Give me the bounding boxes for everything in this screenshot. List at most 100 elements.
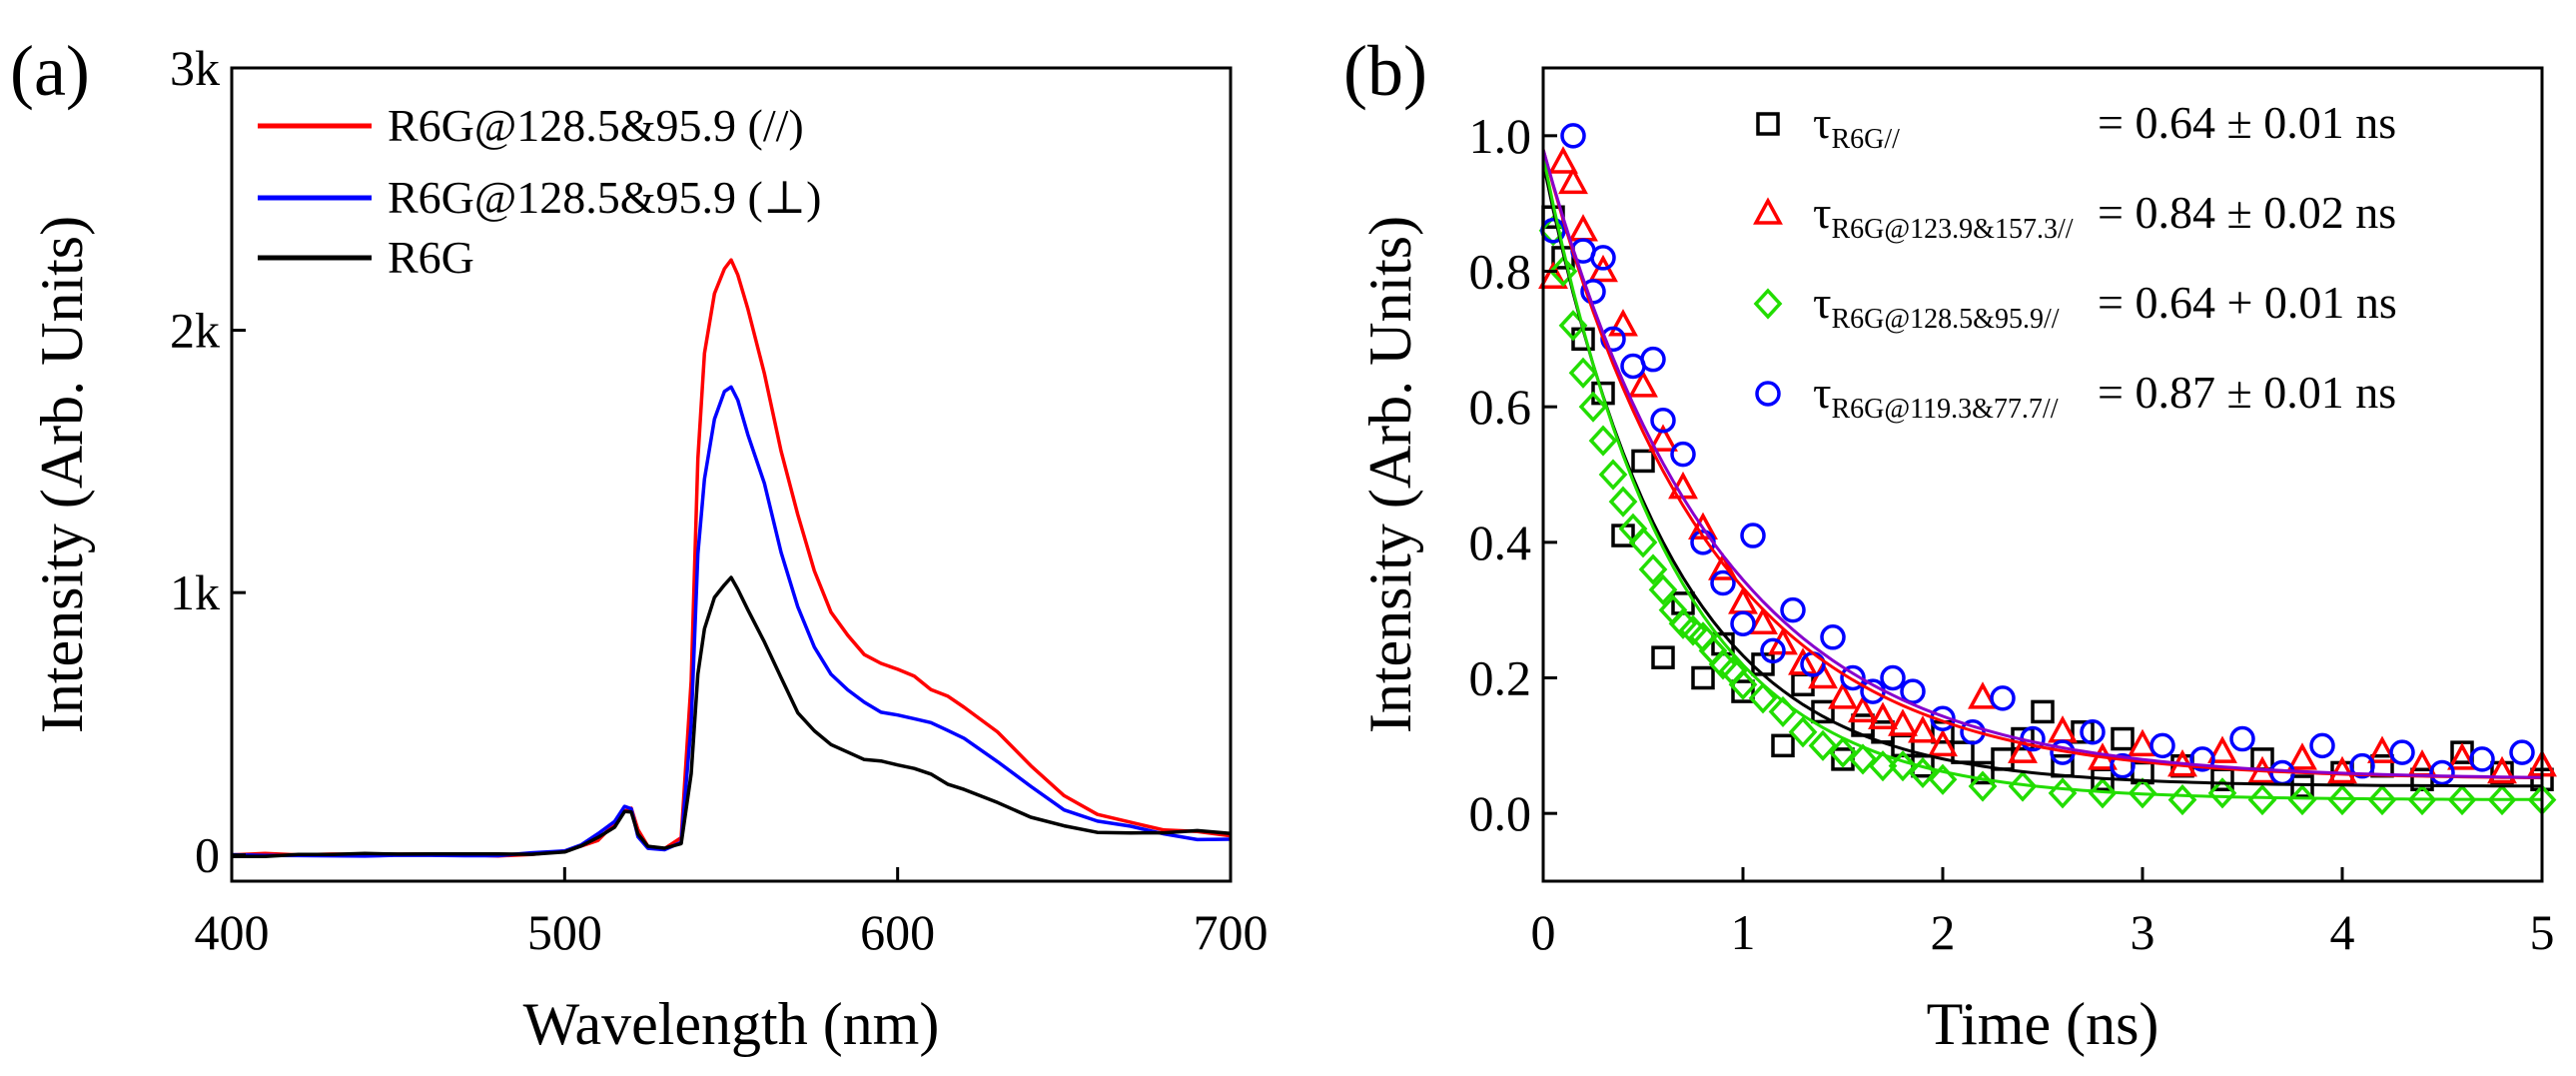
decay-point-2 — [1648, 573, 1678, 605]
panel-a-y-tick-label: 3k — [170, 40, 220, 96]
decay-point-2 — [1888, 750, 1918, 782]
decay-point-2 — [2447, 784, 2477, 816]
decay-point-1 — [1788, 647, 1818, 675]
decay-point-3 — [2389, 739, 2415, 765]
decay-point-1 — [1548, 146, 1578, 174]
decay-point-2 — [1548, 255, 1578, 288]
panel-a-y-ticks: 0 1k 2k 3k — [170, 40, 246, 883]
panel-b-label: (b) — [1343, 31, 1427, 111]
decay-point-3 — [2469, 746, 2495, 772]
panel-b-x-tick-label: 0 — [1531, 904, 1556, 960]
panel-b-x-tick-label: 2 — [1931, 904, 1956, 960]
decay-point-3 — [1820, 624, 1846, 650]
panel-a-y-axis-title: Intensity (Arb. Units) — [29, 216, 95, 733]
decay-point-0 — [1791, 672, 1815, 697]
decay-point-1 — [2327, 755, 2357, 784]
panel-b-y-tick-label: 0.8 — [1469, 244, 1532, 300]
decay-point-0 — [2290, 774, 2314, 798]
decay-point-2 — [1628, 527, 1658, 558]
legend-b-label-1: τR6G@123.9&157.3// — [1813, 187, 2074, 245]
decay-point-1 — [1728, 586, 1758, 614]
decay-point-1 — [2367, 735, 2397, 763]
legend-b-sub-1: R6G@123.9&157.3// — [1832, 214, 2074, 245]
decay-point-3 — [2080, 719, 2106, 745]
decay-point-1 — [1848, 694, 1878, 723]
panel-b-y-tick-label: 1.0 — [1469, 108, 1532, 164]
decay-point-2 — [1968, 770, 1998, 802]
decay-point-0 — [1971, 760, 1995, 785]
legend-b-tau-2: τ — [1813, 277, 1832, 328]
decay-point-2 — [1578, 391, 1608, 423]
spectrum-line-1 — [231, 385, 1232, 858]
panel-a-frame — [230, 66, 1233, 883]
panel-a-y-tick-label: 1k — [170, 564, 220, 620]
decay-point-3 — [1900, 678, 1926, 704]
decay-point-3 — [1840, 664, 1866, 691]
decay-point-2 — [2407, 784, 2437, 816]
decay-point-1 — [1558, 166, 1588, 195]
panel-b-x-tick-label: 3 — [2131, 904, 2155, 960]
decay-point-0 — [1651, 645, 1675, 669]
decay-point-1 — [1708, 552, 1738, 580]
panel-b-x-tick-label: 5 — [2530, 904, 2555, 960]
decay-point-2 — [2487, 784, 2517, 816]
decay-point-2 — [1788, 716, 1818, 748]
decay-point-3 — [1590, 245, 1616, 271]
decay-point-1 — [1568, 214, 1598, 242]
legend-b-marker-3 — [1755, 381, 1781, 407]
decay-point-3 — [2349, 752, 2375, 779]
decay-point-0 — [2011, 726, 2035, 751]
spectrum-line-0 — [231, 258, 1232, 858]
legend-b-symbol-2 — [1753, 288, 1783, 320]
panel-a-x-ticks: 400 500 600 700 — [195, 867, 1269, 960]
decay-point-1 — [1588, 254, 1618, 283]
panel-a-x-tick-label: 600 — [860, 904, 935, 960]
decay-point-3 — [2309, 732, 2335, 759]
decay-point-2 — [2287, 784, 2317, 816]
decay-point-2 — [1928, 763, 1958, 795]
legend-b-sub-2: R6G@128.5&95.9// — [1832, 304, 2060, 335]
decay-point-2 — [2247, 784, 2277, 816]
decay-point-3 — [2189, 746, 2215, 772]
decay-point-1 — [1928, 728, 1958, 757]
decay-point-3 — [2429, 759, 2455, 786]
decay-point-1 — [2287, 742, 2317, 770]
legend-b-value-1: = 0.84 ± 0.02 ns — [2098, 187, 2396, 238]
decay-point-0 — [1631, 449, 1655, 474]
panel-a-x-tick-label: 400 — [195, 904, 270, 960]
legend-b-symbol-1 — [1753, 197, 1783, 225]
legend-b-sub-3: R6G@119.3&77.7// — [1832, 394, 2059, 425]
decay-point-2 — [1538, 215, 1568, 247]
decay-point-2 — [2088, 777, 2118, 809]
panel-b-x-axis-title: Time (ns) — [1927, 991, 2159, 1057]
decay-point-2 — [1748, 682, 1778, 714]
decay-point-1 — [2447, 742, 2477, 770]
panel-a-x-axis-title: Wavelength (nm) — [523, 991, 940, 1057]
panel-b-y-tick-label: 0.0 — [1469, 785, 1532, 841]
legend-a-label-1: R6G@128.5&95.9 (⊥) — [388, 172, 821, 223]
panel-b-y-tick-label: 0.4 — [1469, 515, 1532, 570]
decay-point-0 — [2111, 726, 2135, 751]
legend-a-label-0: R6G@128.5&95.9 (//) — [388, 100, 804, 151]
decay-point-3 — [1710, 569, 1736, 596]
panel-b-y-tick-label: 0.2 — [1469, 650, 1532, 706]
legend-b-symbol-3 — [1755, 381, 1781, 407]
decay-point-3 — [1560, 123, 1586, 149]
decay-point-2 — [1638, 553, 1668, 585]
panel-a-y-tick-label: 0 — [195, 827, 220, 883]
decay-point-1 — [1648, 424, 1678, 452]
decay-point-3 — [1640, 346, 1666, 373]
decay-point-2 — [1568, 357, 1598, 389]
decay-point-1 — [1968, 681, 1998, 709]
panel-a-legend: R6G@128.5&95.9 (//) R6G@128.5&95.9 (⊥) R… — [258, 100, 821, 283]
panel-b-y-axis-title: Intensity (Arb. Units) — [1357, 216, 1423, 733]
decay-point-3 — [1650, 407, 1676, 434]
decay-point-0 — [2031, 699, 2055, 724]
decay-point-3 — [1740, 523, 1766, 548]
decay-point-0 — [1731, 679, 1755, 703]
panel-b-x-ticks: 0 1 2 3 4 5 — [1531, 867, 2555, 960]
decay-point-2 — [1588, 425, 1618, 457]
legend-b-marker-0 — [1756, 112, 1780, 136]
legend-b-value-3: = 0.87 ± 0.01 ns — [2098, 367, 2396, 418]
